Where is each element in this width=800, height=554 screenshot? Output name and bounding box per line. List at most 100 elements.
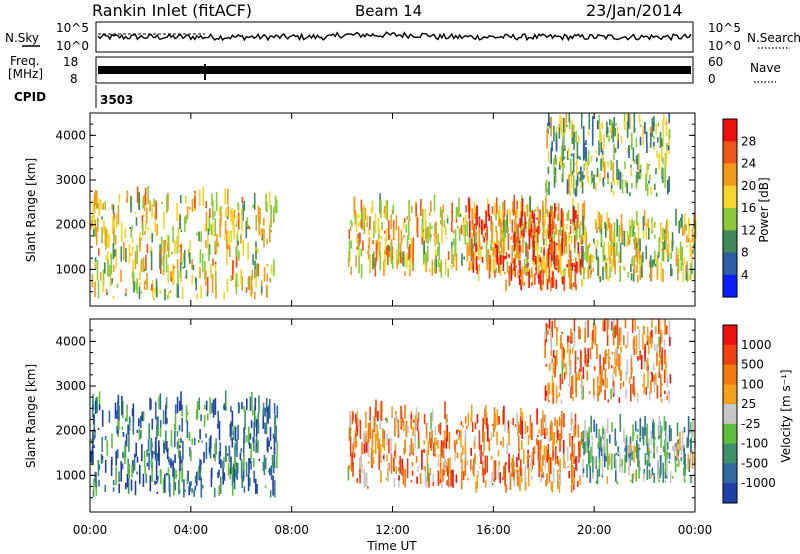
velocity-echo-mark xyxy=(273,448,276,468)
velocity-echo-mark xyxy=(565,365,568,375)
power-echo-mark xyxy=(263,267,266,282)
power-echo-mark xyxy=(588,265,591,270)
velocity-echo-mark xyxy=(547,382,549,401)
velocity-colorbar-frame xyxy=(722,324,738,504)
power-echo-mark xyxy=(178,245,181,248)
power-echo-mark xyxy=(504,219,507,239)
velocity-echo-mark xyxy=(135,442,137,457)
power-echo-mark xyxy=(483,237,485,243)
power-echo-mark xyxy=(242,204,244,221)
velocity-echo-mark xyxy=(235,461,238,478)
velocity-echo-mark xyxy=(490,455,493,460)
power-echo-mark xyxy=(568,113,571,123)
power-echo-mark xyxy=(368,228,370,236)
velocity-echo-mark xyxy=(643,475,646,478)
power-echo-mark xyxy=(624,120,626,131)
velocity-echo-mark xyxy=(430,412,432,430)
velocity-echo-mark xyxy=(637,428,639,432)
velocity-echo-mark xyxy=(262,461,265,472)
power-echo-mark xyxy=(179,215,181,230)
velocity-echo-mark xyxy=(651,467,654,476)
power-echo-mark xyxy=(609,222,611,239)
velocity-echo-mark xyxy=(520,459,522,476)
velocity-echo-mark xyxy=(439,472,442,480)
velocity-echo-mark xyxy=(180,391,182,410)
power-echo-mark xyxy=(573,124,575,138)
velocity-echo-mark xyxy=(484,408,486,425)
velocity-echo-mark xyxy=(217,424,219,429)
power-echo-mark xyxy=(565,113,568,124)
power-echo-mark xyxy=(427,245,429,263)
velocity-echo-mark xyxy=(647,364,649,371)
power-echo-mark xyxy=(433,194,436,212)
velocity-echo-mark xyxy=(492,427,495,438)
power-echo-mark xyxy=(132,259,134,274)
power-echo-mark xyxy=(455,219,458,223)
velocity-echo-mark xyxy=(254,397,257,411)
power-echo-mark xyxy=(492,247,495,258)
velocity-echo-mark xyxy=(445,461,447,469)
velocity-echo-mark xyxy=(524,473,527,488)
velocity-echo-mark xyxy=(128,431,130,452)
velocity-echo-mark xyxy=(268,440,270,447)
power-echo-mark xyxy=(579,221,582,226)
velocity-echo-mark xyxy=(197,439,200,443)
velocity-echo-mark xyxy=(390,437,392,454)
power-echo-mark xyxy=(581,234,583,240)
velocity-echo-mark xyxy=(364,472,366,487)
velocity-echo-mark xyxy=(681,430,684,450)
power-echo-mark xyxy=(167,265,169,283)
velocity-echo-mark xyxy=(657,459,659,476)
velocity-echo-mark xyxy=(477,470,479,476)
power-echo-mark xyxy=(131,246,134,254)
velocity-echo-mark xyxy=(94,400,97,414)
velocity-echo-mark xyxy=(613,319,615,330)
power-echo-mark xyxy=(679,241,682,249)
power-echo-mark xyxy=(677,267,680,272)
power-echo-mark xyxy=(665,152,667,167)
power-ytick-label: 2000 xyxy=(55,218,86,232)
velocity-echo-mark xyxy=(609,457,612,463)
power-echo-mark xyxy=(563,117,565,134)
power-echo-mark xyxy=(587,131,590,136)
station-title: Rankin Inlet (fitACF) xyxy=(92,1,252,20)
velocity-echo-mark xyxy=(473,458,475,472)
power-echo-mark xyxy=(218,207,221,216)
velocity-echo-mark xyxy=(664,390,666,394)
velocity-echo-mark xyxy=(474,453,476,465)
power-echo-mark xyxy=(219,218,221,238)
velocity-echo-mark xyxy=(525,482,527,491)
velocity-echo-mark xyxy=(576,456,578,472)
velocity-echo-mark xyxy=(571,439,574,457)
power-echo-mark xyxy=(596,120,599,130)
velocity-echo-mark xyxy=(497,467,500,480)
velocity-echo-mark xyxy=(556,455,559,464)
velocity-echo-mark xyxy=(535,438,538,446)
velocity-echo-mark xyxy=(274,480,276,498)
power-echo-mark xyxy=(581,175,584,186)
velocity-echo-mark xyxy=(461,445,464,455)
power-echo-mark xyxy=(531,270,533,277)
power-echo-mark xyxy=(518,274,521,286)
power-echo-mark xyxy=(566,223,568,230)
power-echo-mark xyxy=(560,125,562,131)
power-echo-mark xyxy=(612,125,615,143)
power-echo-mark xyxy=(360,212,363,221)
velocity-echo-mark xyxy=(616,481,619,485)
velocity-echo-mark xyxy=(470,447,472,456)
velocity-echo-mark xyxy=(650,337,653,349)
power-echo-mark xyxy=(386,199,389,221)
velocity-echo-mark xyxy=(493,460,496,479)
power-echo-mark xyxy=(103,219,105,234)
power-echo-mark xyxy=(633,159,636,164)
power-echo-mark xyxy=(454,229,457,244)
power-echo-mark xyxy=(356,246,358,250)
power-echo-mark xyxy=(237,284,239,287)
power-echo-mark xyxy=(681,213,683,227)
velocity-echo-mark xyxy=(465,425,468,430)
velocity-echo-mark xyxy=(136,471,138,475)
power-echo-mark xyxy=(588,243,591,248)
power-echo-mark xyxy=(657,122,660,127)
velocity-echo-mark xyxy=(488,438,491,451)
power-echo-mark xyxy=(366,251,369,254)
